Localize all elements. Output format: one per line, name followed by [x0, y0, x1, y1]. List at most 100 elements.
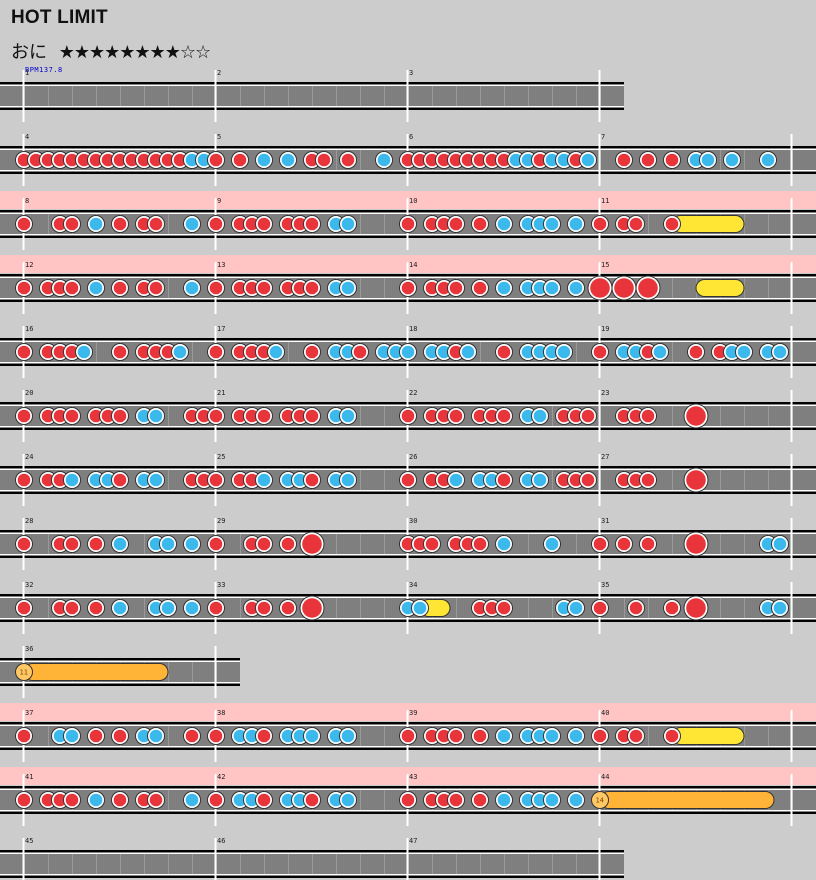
ka-note	[329, 793, 343, 807]
don-note	[281, 281, 295, 295]
ka-note	[341, 473, 355, 487]
don-note	[41, 281, 55, 295]
difficulty-row: おに ★★★★★★★★☆☆	[11, 38, 211, 64]
ka-note	[545, 217, 559, 231]
ka-note	[533, 281, 547, 295]
don-note	[473, 793, 487, 807]
don-note	[53, 153, 67, 167]
don-note	[89, 537, 103, 551]
don-note	[113, 153, 127, 167]
don-note	[485, 153, 499, 167]
ka-note	[329, 729, 343, 743]
don-note	[425, 281, 439, 295]
don-note	[413, 153, 427, 167]
ka-note	[185, 601, 199, 615]
don-note	[593, 729, 607, 743]
don-note	[425, 729, 439, 743]
don-note	[401, 153, 415, 167]
don-note	[305, 153, 319, 167]
measure-number: 22	[409, 389, 417, 397]
ka-note	[761, 153, 775, 167]
don-note	[449, 409, 463, 423]
don-note	[137, 217, 151, 231]
ka-note	[293, 793, 307, 807]
ka-note	[389, 345, 403, 359]
ka-note	[449, 473, 463, 487]
note-layer: 11 14	[15, 151, 789, 809]
ka-note	[737, 345, 751, 359]
don-note	[257, 345, 271, 359]
don-note	[593, 601, 607, 615]
don-note	[449, 537, 463, 551]
don-note	[53, 409, 67, 423]
ka-note	[101, 473, 115, 487]
don-note	[161, 345, 175, 359]
ka-note	[185, 281, 199, 295]
don-note	[281, 217, 295, 231]
balloon-head	[591, 791, 609, 809]
ka-note	[173, 345, 187, 359]
don-note	[293, 281, 307, 295]
ka-note	[233, 793, 247, 807]
don-note	[401, 217, 415, 231]
don-note	[17, 601, 31, 615]
measure-number: 27	[601, 453, 609, 461]
ka-note	[413, 601, 427, 615]
don-note	[341, 153, 355, 167]
don-note	[629, 601, 643, 615]
don-note	[53, 473, 67, 487]
don-note	[425, 537, 439, 551]
ka-note	[245, 729, 259, 743]
don-note	[113, 217, 127, 231]
don-note	[113, 793, 127, 807]
don-note	[209, 729, 223, 743]
don-note	[65, 217, 79, 231]
don-note	[233, 281, 247, 295]
bpm-label: BPM137.8	[25, 66, 63, 74]
don-note	[437, 793, 451, 807]
ka-note	[689, 153, 703, 167]
ka-note	[65, 473, 79, 487]
don-note	[473, 281, 487, 295]
don-note	[209, 217, 223, 231]
don-note	[77, 153, 91, 167]
difficulty-stars: ★★★★★★★★☆☆	[58, 42, 211, 63]
don-note	[473, 729, 487, 743]
measure-number: 20	[25, 389, 33, 397]
don-note	[17, 537, 31, 551]
don-note	[89, 409, 103, 423]
don-note	[425, 473, 439, 487]
ka-note	[569, 601, 583, 615]
ka-note	[341, 217, 355, 231]
don-note	[437, 473, 451, 487]
ka-note	[377, 153, 391, 167]
ka-note	[521, 473, 535, 487]
don-note	[614, 278, 634, 298]
don-note	[257, 281, 271, 295]
measure-number: 16	[25, 325, 33, 333]
don-note	[305, 473, 319, 487]
don-note	[17, 153, 31, 167]
don-note	[401, 473, 415, 487]
ka-note	[341, 793, 355, 807]
measure-number: 41	[25, 773, 33, 781]
measure-number: 43	[409, 773, 417, 781]
don-note	[629, 217, 643, 231]
measure-number: 38	[217, 709, 225, 717]
measure-number: 17	[217, 325, 225, 333]
measure-number: 37	[25, 709, 33, 717]
don-note	[461, 537, 475, 551]
don-note	[137, 345, 151, 359]
don-note	[17, 409, 31, 423]
don-note	[629, 409, 643, 423]
don-note	[401, 281, 415, 295]
measure-number: 4	[25, 133, 29, 141]
don-note	[209, 281, 223, 295]
don-note	[53, 537, 67, 551]
ka-note	[113, 537, 127, 551]
measure-number: 32	[25, 581, 33, 589]
ka-note	[149, 409, 163, 423]
ka-note	[89, 217, 103, 231]
measure-number: 31	[601, 517, 609, 525]
ka-note	[233, 729, 247, 743]
